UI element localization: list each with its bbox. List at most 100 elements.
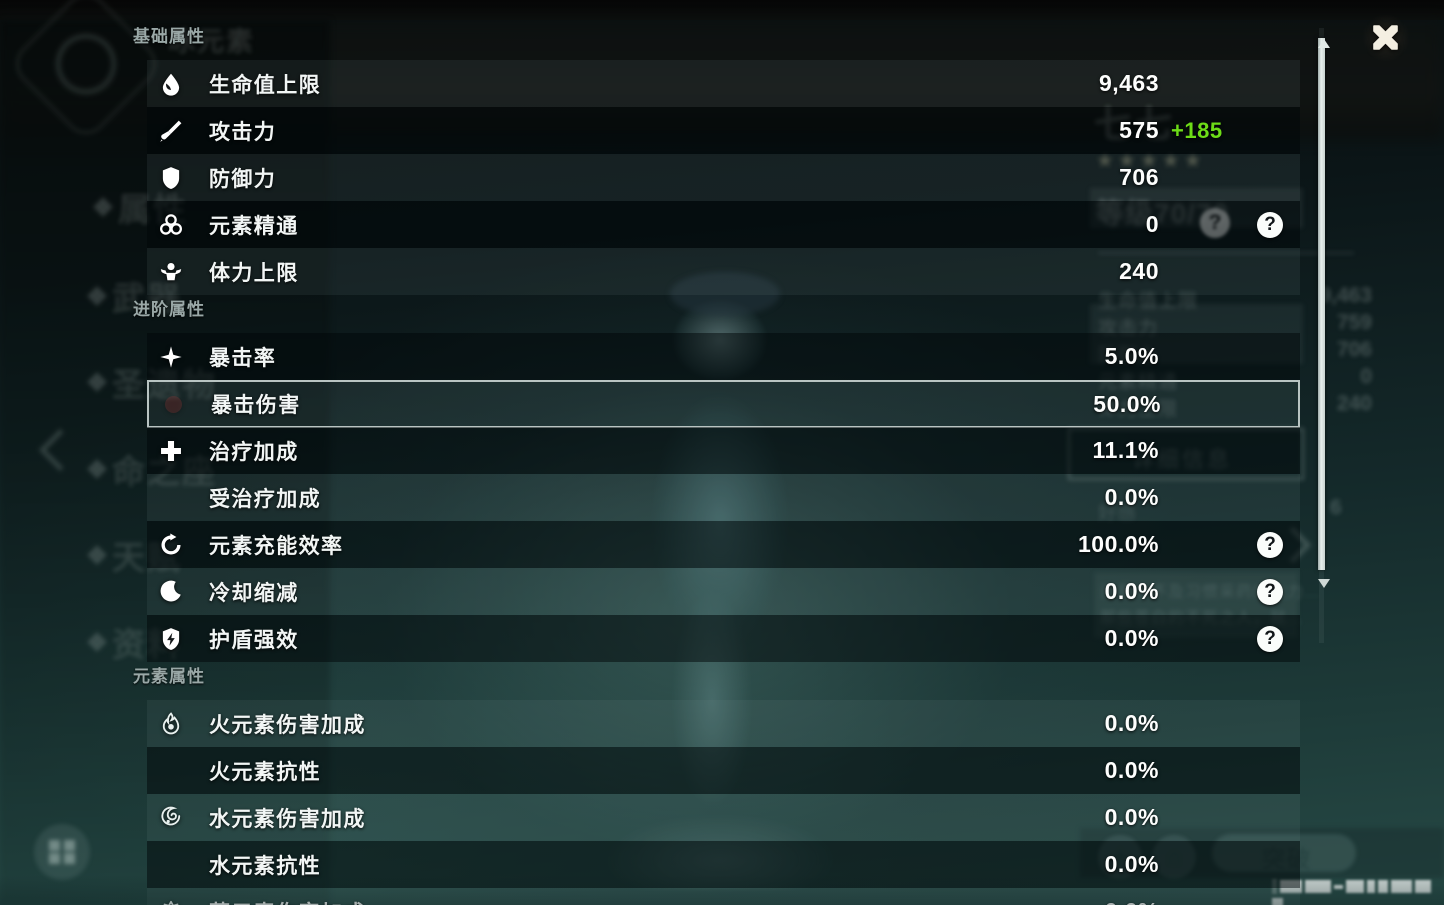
stat-value: 240 xyxy=(1119,258,1159,284)
cooldown-moon-icon xyxy=(147,579,195,605)
stat-row[interactable]: 元素充能效率 100.0%? xyxy=(147,521,1300,568)
help-question-icon[interactable]: ? xyxy=(1257,578,1283,605)
stat-value: 0 xyxy=(1145,211,1159,237)
stat-value: 0.0% xyxy=(1104,710,1159,736)
stat-value: 0.0% xyxy=(1104,484,1159,510)
scrollbar-thumb-top-cap xyxy=(1318,39,1330,48)
shield-strength-icon xyxy=(147,626,195,652)
stats-scrollbar[interactable] xyxy=(1315,28,1330,643)
stat-label: 治疗加成 xyxy=(209,440,299,464)
defense-shield-icon xyxy=(147,165,195,191)
healing-cross-icon xyxy=(161,440,181,461)
stat-value: 706 xyxy=(1119,164,1159,190)
stat-value: 50.0% xyxy=(1093,390,1161,417)
stat-value: 0.0% xyxy=(147,898,1159,905)
stat-value: 0.0% xyxy=(1104,851,1159,877)
background-stat-em-value: 0 xyxy=(1360,365,1372,388)
stat-row[interactable]: 受治疗加成 0.0% xyxy=(147,474,1300,521)
stat-value: 0.0% xyxy=(1104,625,1159,651)
hp-droplet-icon xyxy=(147,71,195,97)
attack-sword-icon xyxy=(147,118,195,144)
crit-damage-icon xyxy=(164,395,182,413)
stamina-icon xyxy=(160,262,182,280)
section-header-advanced: 进阶属性 xyxy=(133,300,205,319)
pyro-icon xyxy=(162,711,180,734)
crit-rate-star-icon xyxy=(147,344,195,370)
stat-label: 体力上限 xyxy=(209,261,299,285)
section-header-elemental: 元素属性 xyxy=(133,667,205,686)
stat-row[interactable]: 攻击力 575 +185 xyxy=(147,107,1300,154)
stat-row[interactable]: 体力上限 240 xyxy=(147,248,1300,295)
background-stat-hp-label: 生命值上限 xyxy=(1098,291,1199,312)
character-hat xyxy=(670,272,780,316)
scrollbar-thumb[interactable] xyxy=(1318,38,1330,588)
stat-label: 水元素抗性 xyxy=(209,854,321,878)
shield-strength-icon xyxy=(162,627,180,650)
hydro-icon xyxy=(161,806,181,825)
pyro-icon xyxy=(147,711,195,737)
close-icon xyxy=(1373,25,1398,50)
stat-label: 元素精通 xyxy=(209,214,299,238)
stat-row-selected[interactable]: 暴击伤害 50.0% xyxy=(147,380,1300,428)
stat-value: 0.0% xyxy=(1104,578,1159,604)
energy-recharge-icon xyxy=(161,533,181,555)
background-rarity-stars: ★★★★★ xyxy=(1096,150,1206,172)
stat-value: 0.0% xyxy=(1104,804,1159,830)
stat-row[interactable]: 生命值上限 9,463 xyxy=(147,60,1300,107)
background-friendship-value: 6 xyxy=(1330,496,1342,519)
crit-rate-star-icon xyxy=(160,345,182,368)
attack-sword-icon xyxy=(160,120,182,142)
defense-shield-icon xyxy=(162,166,180,189)
help-question-icon[interactable]: ? xyxy=(1257,625,1283,652)
stat-label: 攻击力 xyxy=(209,120,277,144)
stat-row[interactable]: 防御力 706 xyxy=(147,154,1300,201)
stat-row[interactable]: 草元素伤害加成0.0% xyxy=(147,888,1300,905)
stat-label: 暴击率 xyxy=(209,346,277,370)
stat-label: 水元素伤害加成 xyxy=(209,807,366,831)
stat-row[interactable]: 治疗加成 11.1% xyxy=(147,427,1300,474)
stat-row[interactable]: 水元素抗性 0.0% xyxy=(147,841,1300,888)
stat-row[interactable]: 水元素伤害加成 0.0% xyxy=(147,794,1300,841)
stat-label: 受治疗加成 xyxy=(209,487,321,511)
background-topbar xyxy=(0,0,1444,20)
hydro-icon xyxy=(147,805,195,831)
stat-row[interactable]: 火元素伤害加成 0.0% xyxy=(147,700,1300,747)
stat-row[interactable]: 冷却缩减 0.0%? xyxy=(147,568,1300,615)
stat-row[interactable]: 暴击率 5.0% xyxy=(147,333,1300,380)
background-element-label: 冰元素 xyxy=(168,27,255,57)
crit-damage-icon xyxy=(149,395,197,413)
background-stat-stamina-value: 240 xyxy=(1336,392,1372,415)
cooldown-moon-icon xyxy=(160,580,181,601)
background-stat-def-value: 706 xyxy=(1336,338,1372,361)
stat-label: 火元素伤害加成 xyxy=(209,713,366,737)
stat-value: 9,463 xyxy=(1098,70,1159,96)
stat-label: 冷却缩减 xyxy=(209,581,299,605)
energy-recharge-icon xyxy=(147,532,195,558)
stat-label: 防御力 xyxy=(209,167,277,191)
help-question-icon[interactable]: ? xyxy=(1257,211,1283,238)
background-grid-button xyxy=(34,824,90,880)
background-menu-weapon: 武器 xyxy=(112,280,182,317)
help-question-icon[interactable]: ? xyxy=(1257,531,1283,558)
stat-label: 火元素抗性 xyxy=(209,760,321,784)
close-button[interactable] xyxy=(1362,14,1410,62)
background-stat-hp-value: 9,463 xyxy=(1319,284,1372,307)
stat-value: 5.0% xyxy=(1104,343,1159,369)
stat-label: 暴击伤害 xyxy=(211,394,301,417)
scrollbar-thumb-bottom-cap xyxy=(1318,579,1330,588)
stat-row[interactable]: 元素精通 0? xyxy=(147,201,1300,248)
stat-row[interactable]: 护盾强效 0.0%? xyxy=(147,615,1300,662)
stat-label: 生命值上限 xyxy=(209,73,321,97)
stat-label: 元素充能效率 xyxy=(209,534,344,558)
background-stat-stamina-label: 体力上限 xyxy=(1098,399,1179,420)
section-header-basic: 基础属性 xyxy=(133,27,205,46)
elemental-mastery-icon xyxy=(160,213,182,235)
stat-row[interactable]: 火元素抗性 0.0% xyxy=(147,747,1300,794)
stat-value: 100.0% xyxy=(1077,531,1159,557)
hp-droplet-icon xyxy=(162,73,180,96)
stat-label: 护盾强效 xyxy=(209,628,299,652)
elemental-mastery-icon xyxy=(147,212,195,238)
character-stats-panel: 基础属性生命值上限 9,463 攻击力 575 +185 防御力 706 元素精通 0? 体力上限… xyxy=(133,0,1300,905)
background-stat-atk-value: 759 xyxy=(1336,311,1372,334)
stat-bonus-value: +185 xyxy=(1171,117,1223,143)
